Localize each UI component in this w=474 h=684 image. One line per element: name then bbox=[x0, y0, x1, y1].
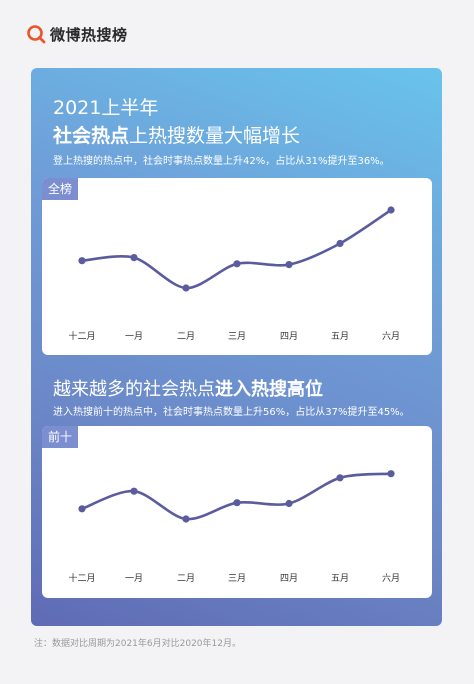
brand-name: 微博热搜榜 bbox=[50, 25, 128, 44]
chart-tag-top10: 前十 bbox=[42, 426, 79, 448]
section2-title-bold: 进入热搜高位 bbox=[215, 379, 323, 400]
section2-title: 越来越多的社会热点进入热搜高位 bbox=[53, 375, 323, 401]
x-tick-label: 四月 bbox=[280, 331, 298, 342]
x-tick-label: 十二月 bbox=[68, 572, 95, 584]
data-point bbox=[78, 257, 86, 265]
x-tick-label: 十二月 bbox=[68, 330, 95, 342]
x-tick-label: 二月 bbox=[177, 573, 195, 584]
section2-subtitle: 进入热搜前十的热点中，社会时事热点数量上升56%，占比从37%提升至45%。 bbox=[53, 407, 410, 418]
data-point bbox=[387, 206, 395, 214]
chart-card-all: 十二月 一月 二月 三月 四月 五月 六月 全榜 bbox=[42, 178, 432, 355]
brand: 微博热搜榜 bbox=[26, 24, 128, 44]
data-point bbox=[387, 470, 395, 478]
x-tick-label: 三月 bbox=[228, 331, 246, 342]
main-subtitle: 登上热搜的热点中，社会时事热点数量上升42%，占比从31%提升至36%。 bbox=[53, 156, 390, 167]
section2-title-normal: 越来越多的社会热点 bbox=[53, 379, 215, 400]
x-tick-label: 一月 bbox=[125, 331, 143, 342]
main-title-bold: 社会热点 bbox=[53, 125, 130, 147]
series-line bbox=[80, 208, 393, 290]
x-tick-label: 六月 bbox=[382, 572, 400, 584]
x-tick-label: 三月 bbox=[228, 573, 246, 584]
data-point bbox=[130, 487, 138, 495]
footnote: 注：数据对比周期为2021年6月对比2020年12月。 bbox=[34, 639, 241, 649]
data-point bbox=[130, 254, 138, 262]
series-line bbox=[80, 472, 393, 521]
data-point bbox=[78, 505, 86, 513]
x-tick-label: 一月 bbox=[125, 573, 143, 584]
x-tick-label: 四月 bbox=[280, 573, 298, 584]
line-chart-all: 十二月 一月 二月 三月 四月 五月 六月 bbox=[68, 206, 400, 342]
data-point bbox=[233, 499, 241, 507]
data-point bbox=[336, 239, 344, 248]
line-chart-top10: 十二月 一月 二月 三月 四月 五月 六月 bbox=[68, 470, 400, 584]
data-point bbox=[182, 284, 190, 292]
chart-card-top10: 十二月 一月 二月 三月 四月 五月 六月 前十 bbox=[42, 426, 432, 598]
x-tick-label: 六月 bbox=[382, 330, 400, 342]
x-tick-label: 五月 bbox=[331, 573, 349, 584]
data-point bbox=[233, 260, 241, 268]
data-point bbox=[182, 515, 190, 523]
data-point bbox=[285, 499, 293, 508]
x-tick-label: 二月 bbox=[177, 331, 195, 342]
weibo-search-logo-icon bbox=[27, 25, 46, 44]
main-title-rest: 上热搜数量大幅增长 bbox=[129, 125, 301, 147]
chart-tag-all: 全榜 bbox=[42, 178, 79, 200]
x-tick-label: 五月 bbox=[331, 331, 349, 342]
data-point bbox=[336, 474, 344, 482]
data-point bbox=[285, 261, 293, 269]
year-heading: 2021上半年 bbox=[53, 97, 159, 119]
main-title: 社会热点上热搜数量大幅增长 bbox=[53, 121, 300, 148]
